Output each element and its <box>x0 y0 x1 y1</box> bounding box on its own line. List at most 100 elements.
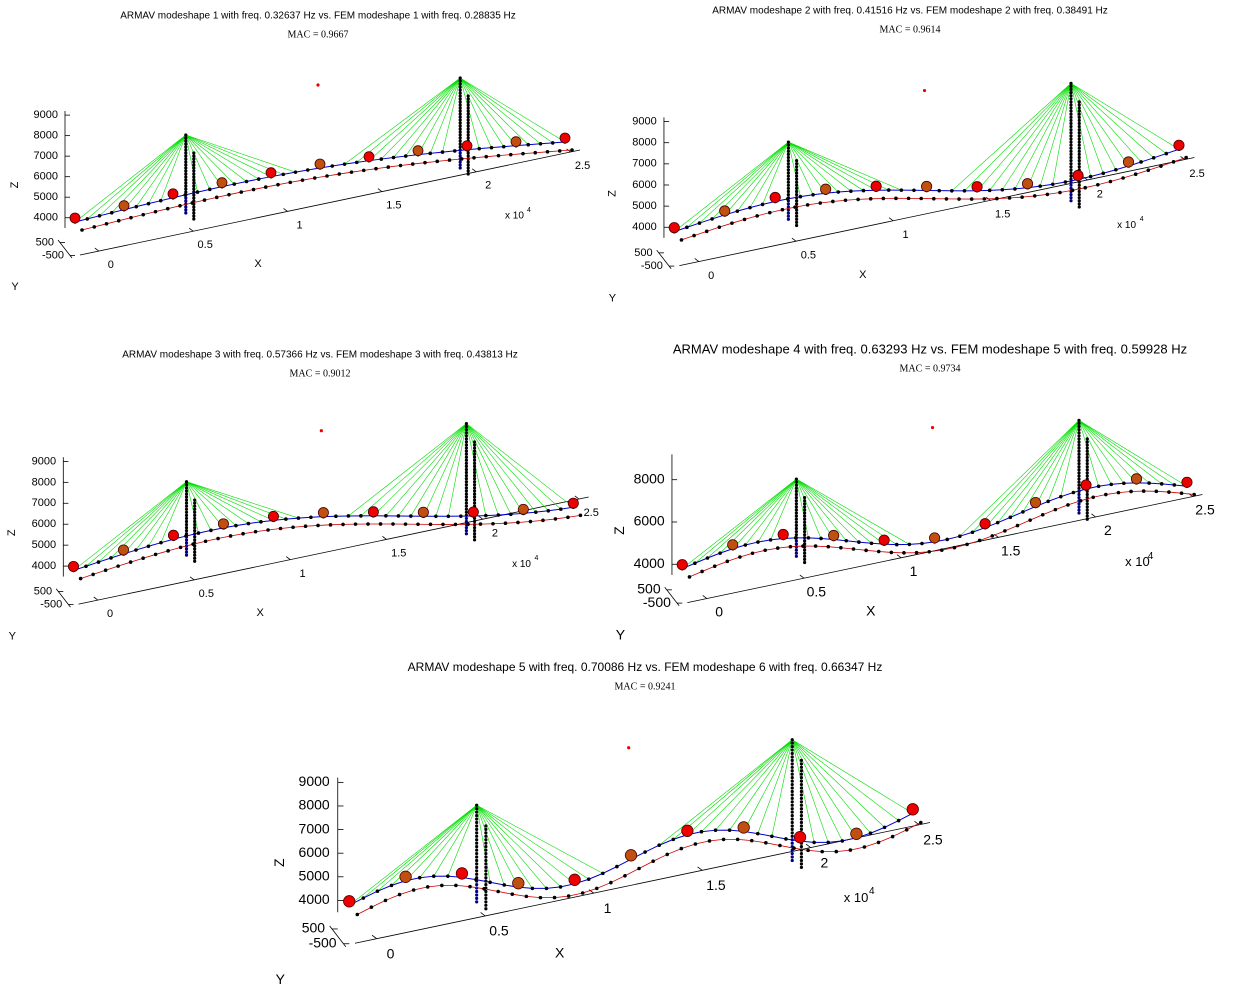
tower-node <box>484 852 487 855</box>
tower-node <box>185 511 188 514</box>
tower-node <box>791 790 794 793</box>
deck-node <box>671 838 675 842</box>
x-tick <box>190 577 194 580</box>
x-axis-label: X <box>866 603 876 619</box>
deck-node <box>376 889 380 893</box>
tower-node <box>1078 110 1081 113</box>
deck-node <box>411 162 415 166</box>
x-tick-label: 1.5 <box>706 877 726 893</box>
tower-node <box>791 807 794 810</box>
cable <box>149 135 186 204</box>
tower-node <box>465 505 468 508</box>
tower-node <box>1078 162 1081 165</box>
sensor <box>728 540 738 550</box>
tower-node <box>193 554 196 557</box>
tower-node <box>1069 137 1072 140</box>
tower-node <box>800 828 803 831</box>
tower-node <box>1086 447 1089 450</box>
tower-node <box>1069 122 1072 125</box>
x-tick <box>703 595 707 598</box>
deck-node <box>919 821 923 825</box>
deck-node <box>776 546 780 550</box>
tower-node <box>1069 171 1072 174</box>
tower-node <box>475 849 478 852</box>
cable <box>477 805 589 879</box>
deck-node <box>1184 156 1188 160</box>
deck-node <box>722 838 726 842</box>
tower-node <box>791 752 794 755</box>
tower-node <box>459 124 462 127</box>
tower-node <box>467 106 470 109</box>
tower-node <box>1086 471 1089 474</box>
cable <box>466 424 560 510</box>
tower-node <box>1069 199 1072 202</box>
deck-node <box>558 149 562 153</box>
tower-node <box>795 159 798 162</box>
z-tick-label: 9000 <box>632 115 656 127</box>
tower-node <box>459 106 462 109</box>
x-tick-label: 2.5 <box>1195 502 1215 518</box>
tower-node <box>1078 116 1081 119</box>
tower-node <box>800 797 803 800</box>
tower-node <box>787 212 790 215</box>
tower-node <box>467 124 470 127</box>
tower-node <box>475 866 478 869</box>
deck-node <box>447 514 451 518</box>
z-tick-label: 8000 <box>634 470 665 486</box>
sensor <box>980 519 990 529</box>
tower-node <box>473 459 476 462</box>
tower-node <box>803 521 806 524</box>
deck-node <box>744 543 748 547</box>
tower-node <box>465 532 468 535</box>
tower-node <box>1069 106 1072 109</box>
tower-node <box>787 218 790 221</box>
tower-node <box>795 521 798 524</box>
deck-node <box>728 828 732 832</box>
z-tick-label: 5000 <box>299 867 330 883</box>
cable <box>466 424 535 513</box>
x-axis-label: X <box>254 258 262 270</box>
tower-node <box>800 862 803 865</box>
z-tick-label: 5000 <box>32 539 56 551</box>
deck-node <box>239 190 243 194</box>
tower-node <box>1078 190 1081 193</box>
tower-node <box>1077 456 1080 459</box>
deck-node <box>1059 495 1063 499</box>
tower-node <box>1077 505 1080 508</box>
deck-node <box>1083 186 1087 190</box>
tower-node <box>791 800 794 803</box>
deck-node <box>533 151 537 155</box>
z-axis-label: Z <box>606 190 618 197</box>
tower-node <box>787 178 790 181</box>
tower-node <box>1077 465 1080 468</box>
tower-node <box>465 428 468 431</box>
z-tick-label: 6000 <box>632 179 656 191</box>
tower-node <box>484 904 487 907</box>
x-tick-label: 0 <box>715 604 723 620</box>
x-tick-label: 1.5 <box>391 548 406 560</box>
sensor <box>972 182 982 192</box>
tower-node <box>467 115 470 118</box>
tower-node <box>1077 428 1080 431</box>
deck-node <box>440 884 444 888</box>
tower-node <box>473 520 476 523</box>
deck-node <box>793 205 797 209</box>
tower-node <box>473 450 476 453</box>
sensor <box>318 508 328 518</box>
cable <box>363 805 476 898</box>
tower-node <box>475 890 478 893</box>
tower-node <box>803 502 806 505</box>
deck-node <box>441 150 445 154</box>
tower-node <box>791 842 794 845</box>
cable <box>695 479 797 563</box>
tower-node <box>800 780 803 783</box>
tower-node <box>1077 431 1080 434</box>
tower-node <box>184 187 187 190</box>
cable <box>74 482 187 571</box>
tower-node <box>484 876 487 879</box>
tower-node <box>473 486 476 489</box>
x-tick <box>189 228 193 231</box>
tower-node <box>185 520 188 523</box>
x-tick-label: 1 <box>910 563 918 579</box>
tower-node <box>800 773 803 776</box>
